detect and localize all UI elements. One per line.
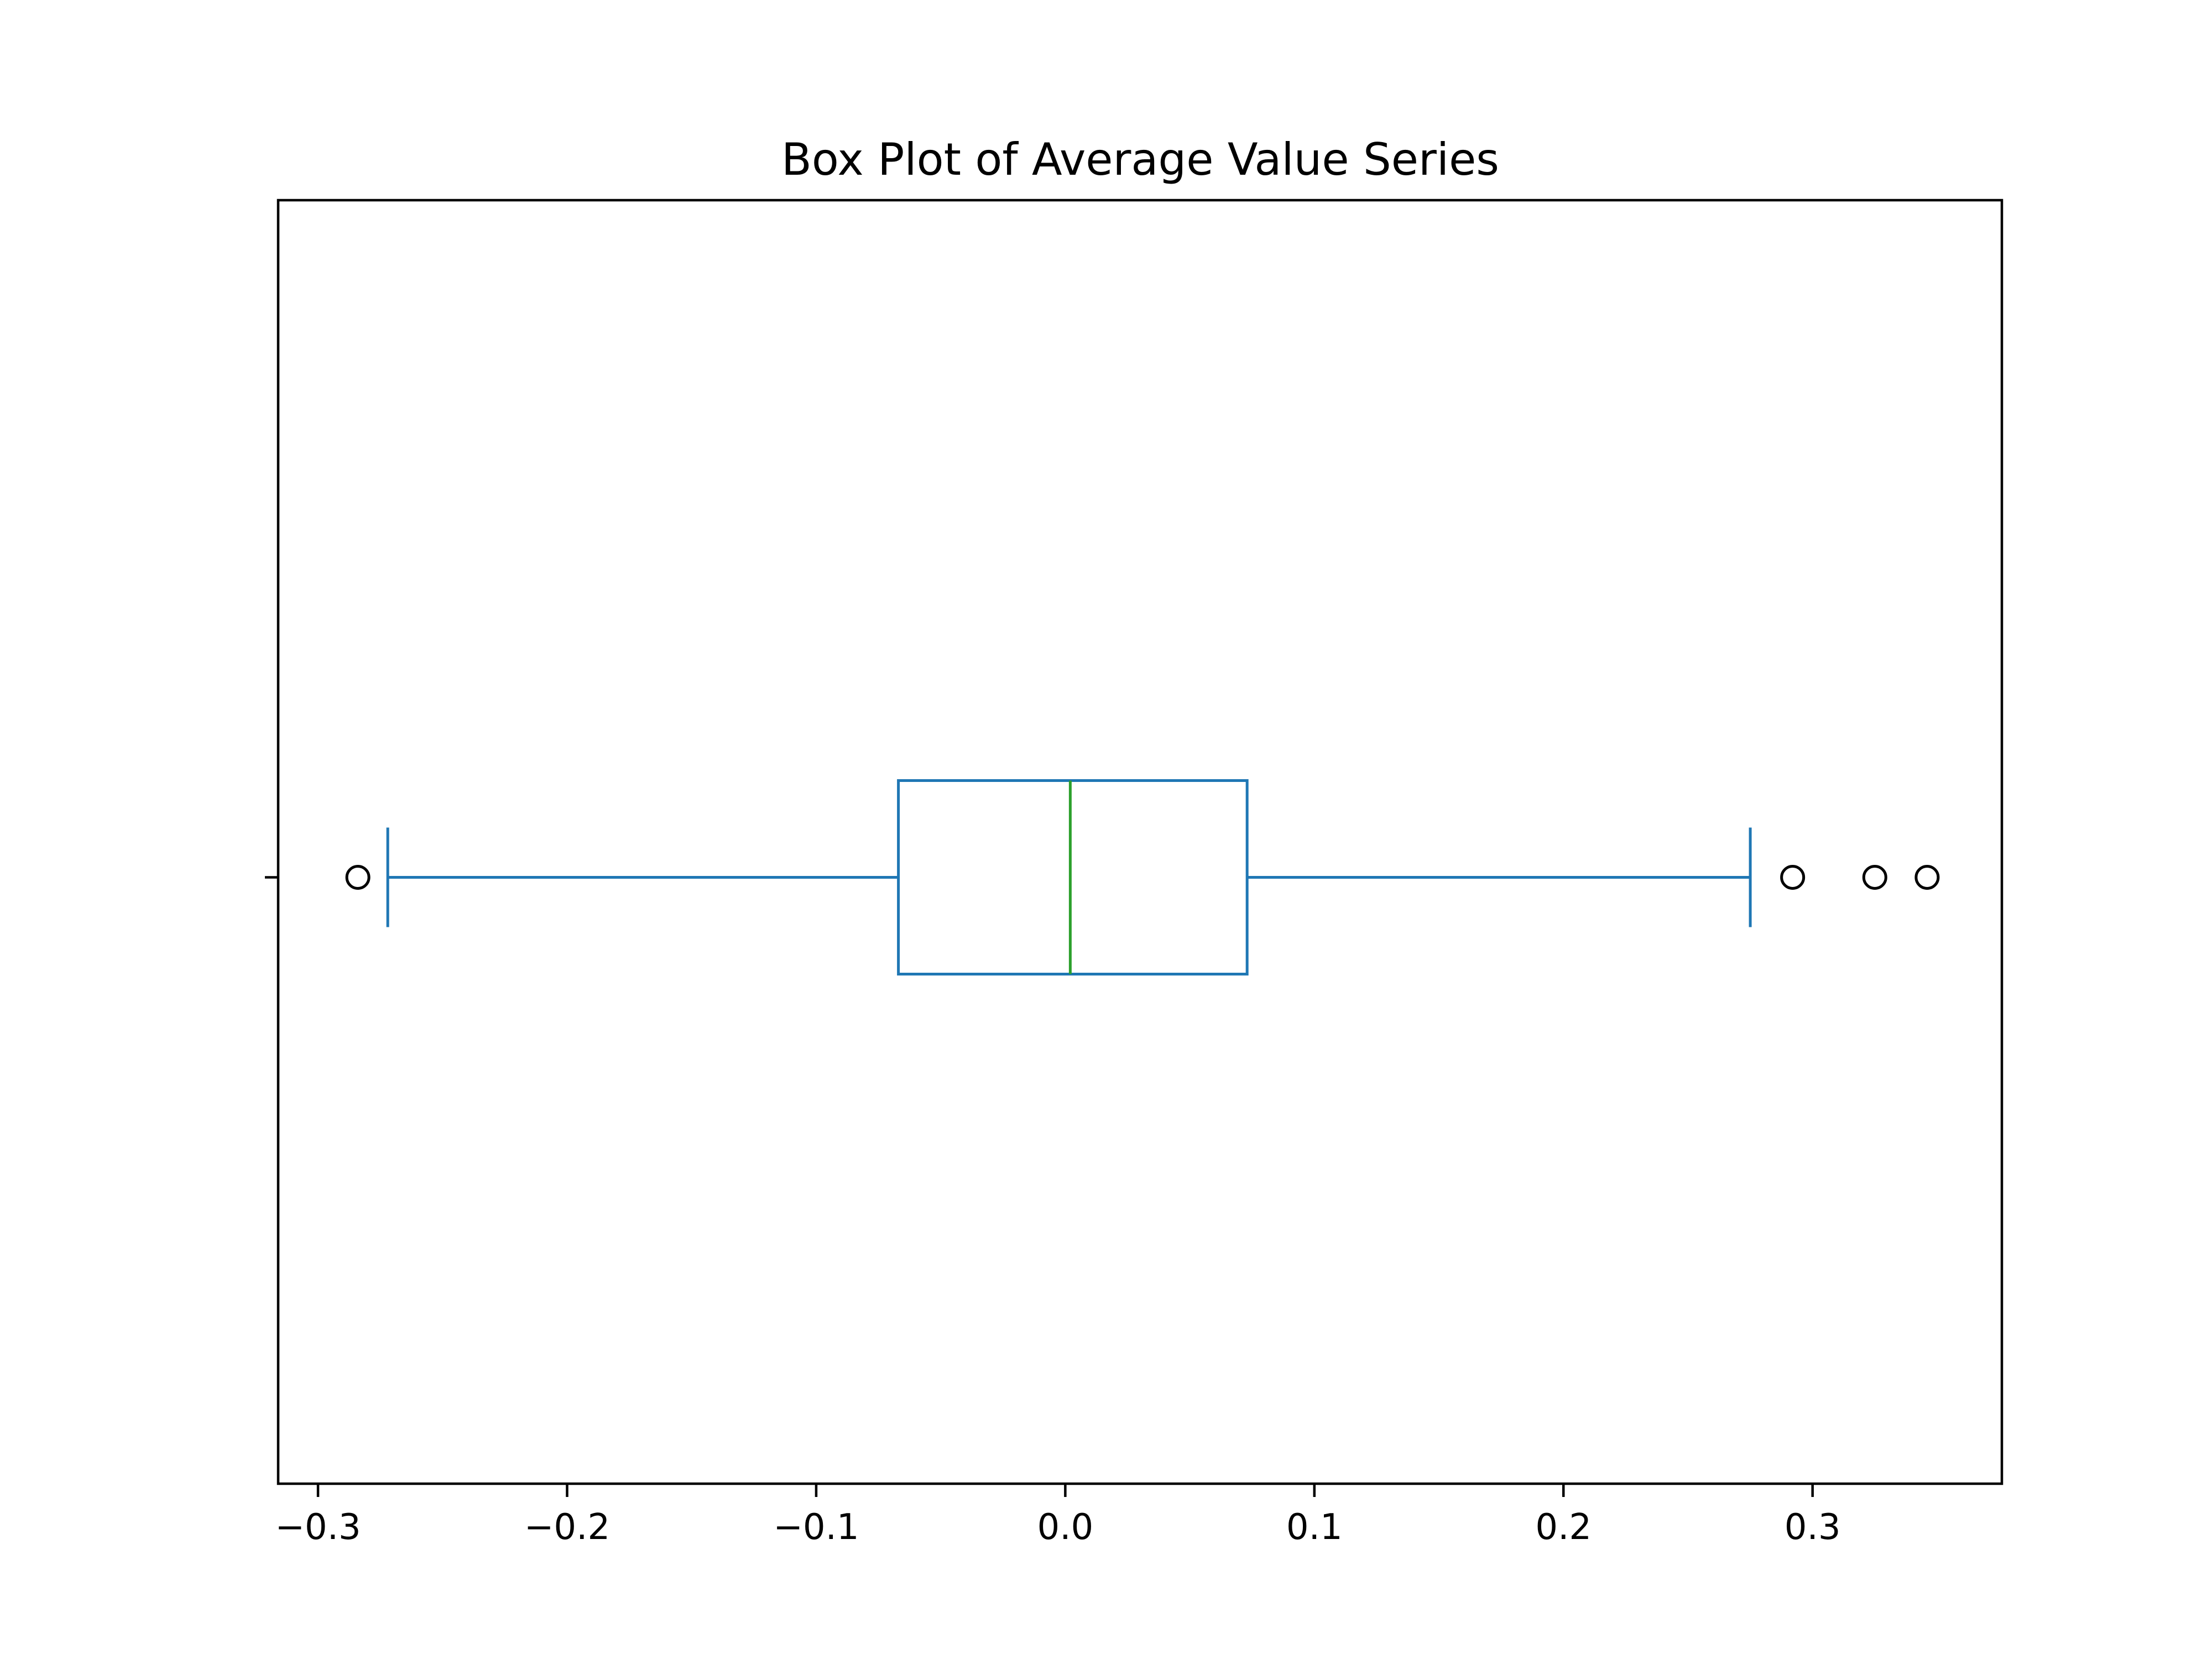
plot-frame — [276, 199, 2004, 1485]
x-tick-label: 0.0 — [1037, 1507, 1093, 1548]
outlier-point — [1780, 865, 1806, 890]
interquartile-box — [897, 779, 1249, 975]
x-tick-label: 0.2 — [1535, 1507, 1592, 1548]
outlier-point — [1862, 865, 1887, 890]
chart-title: Box Plot of Average Value Series — [781, 134, 1499, 185]
outlier-point — [345, 865, 371, 890]
x-tick-label: 0.1 — [1286, 1507, 1343, 1548]
x-axis: −0.3 −0.2 −0.1 0.0 0.1 0.2 0.3 — [275, 1484, 1841, 1548]
x-tick-label: 0.3 — [1785, 1507, 1841, 1548]
plot-area — [345, 779, 1940, 975]
outlier-point — [1914, 865, 1940, 890]
x-tick-label: −0.2 — [524, 1507, 610, 1548]
x-tick-label: −0.1 — [773, 1507, 859, 1548]
x-tick-label: −0.3 — [275, 1507, 361, 1548]
